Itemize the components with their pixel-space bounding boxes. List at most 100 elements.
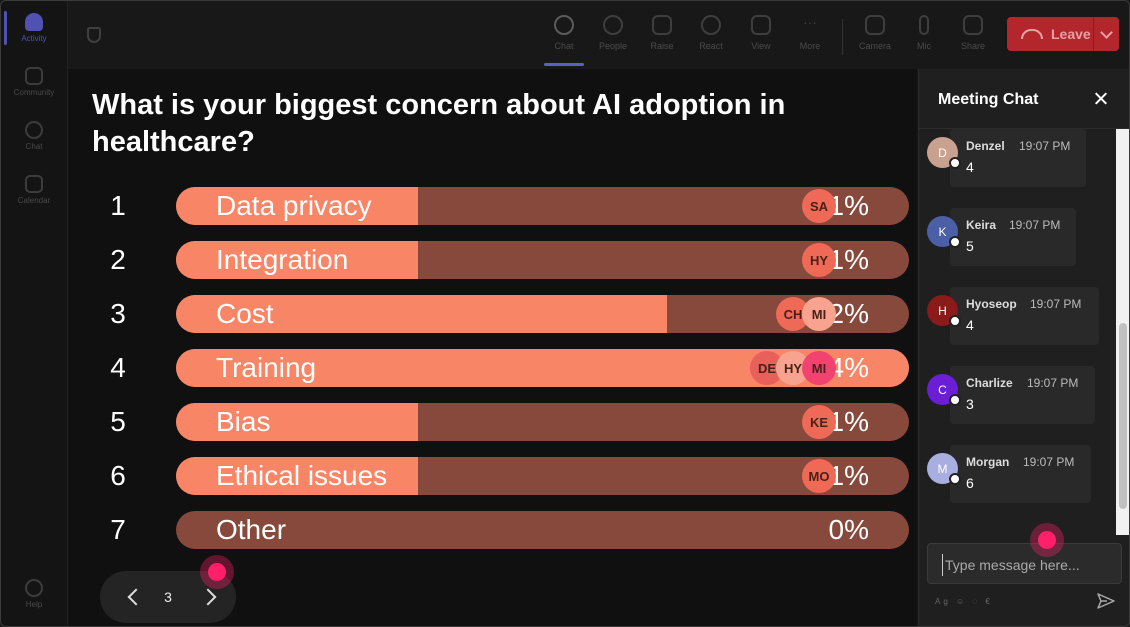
leave-button[interactable]: Leave — [1007, 17, 1119, 51]
option-label: Other — [216, 514, 287, 545]
option-number: 5 — [110, 406, 126, 437]
option-label: Bias — [216, 406, 271, 437]
close-icon[interactable] — [1091, 89, 1111, 109]
toolbar-separator — [842, 19, 843, 55]
option-bar-fill — [176, 241, 418, 279]
option-bar: Other 0% — [176, 511, 909, 549]
message-bubble: Hyoseop 19:07 PM 4 — [950, 287, 1099, 345]
previous-page-button[interactable] — [122, 585, 146, 609]
presence-status-icon — [949, 473, 961, 485]
leave-label: Leave — [1051, 26, 1091, 42]
option-bar-fill — [176, 187, 418, 225]
avatar-initial: D — [938, 145, 947, 160]
leave-options-button[interactable] — [1093, 17, 1113, 51]
send-icon[interactable] — [1097, 593, 1115, 609]
chat-divider — [919, 128, 1129, 129]
chat-scrollbar-thumb[interactable] — [1119, 323, 1127, 509]
avatar: H — [927, 295, 961, 327]
rail-item-activity[interactable]: Activity — [1, 5, 67, 51]
avatar: K — [927, 216, 961, 248]
avatar: C — [927, 374, 961, 406]
voter-avatar: MI — [802, 297, 836, 331]
message-time: 19:07 PM — [1019, 139, 1071, 153]
toolbar-label: Chat — [554, 41, 574, 51]
option-label: Data privacy — [216, 190, 372, 221]
option-bar-fill — [176, 403, 418, 441]
toolbar-chat-button[interactable]: Chat — [542, 11, 586, 61]
toolbar-react-button[interactable]: React — [689, 11, 733, 61]
message-time: 19:07 PM — [1023, 455, 1075, 469]
toolbar-raise-button[interactable]: Raise — [640, 11, 684, 61]
chevron-right-icon — [199, 588, 217, 606]
meeting-toolbar: Chat People Raise React View ··· More Ca… — [68, 1, 1129, 69]
message-composer — [927, 543, 1122, 584]
format-tools[interactable]: Ag ☺ ◌ € — [935, 597, 993, 606]
toolbar-share-button[interactable]: Share — [951, 11, 995, 61]
option-label: Cost — [216, 298, 274, 329]
rail-label: Calendar — [17, 196, 51, 205]
presence-status-icon — [949, 236, 961, 248]
rail-label: Chat — [25, 142, 43, 151]
shield-icon — [87, 27, 101, 43]
poll-option[interactable]: 7 Other 0% — [68, 511, 917, 549]
option-percent: 0% — [828, 514, 869, 545]
avatar-initial: M — [937, 461, 948, 476]
toolbar-mic-button[interactable]: Mic — [902, 11, 946, 61]
toolbar-label: Camera — [858, 41, 891, 51]
message-bubble: Charlize 19:07 PM 3 — [950, 366, 1095, 424]
sender-name: Morgan — [966, 455, 1010, 469]
avatar-initial: C — [938, 382, 947, 397]
poll-option[interactable]: 5 Bias 11% KE — [68, 403, 917, 441]
poll-option[interactable]: 1 Data privacy 11% SA — [68, 187, 917, 225]
poll-option[interactable]: 2 Integration 11% HY — [68, 241, 917, 279]
voter-avatar: DE — [750, 351, 784, 385]
option-bar: Ethical issues 11% MO — [176, 457, 909, 495]
toolbar-view-button[interactable]: View — [739, 11, 783, 61]
chevron-down-icon — [1100, 25, 1113, 39]
toolbar-label: View — [751, 41, 771, 51]
poll-question: What is your biggest concern about AI ad… — [92, 89, 786, 158]
option-bar: Training 34% DE HY MI — [176, 349, 909, 387]
message-text: 6 — [966, 475, 974, 491]
avatar-initial: K — [938, 224, 947, 239]
poll-option[interactable]: 6 Ethical issues 11% MO — [68, 457, 917, 495]
message-time: 19:07 PM — [1009, 218, 1061, 232]
toolbar-more-button[interactable]: ··· More — [788, 11, 832, 61]
voter-avatar: HY — [802, 243, 836, 277]
message-bubble: Morgan 19:07 PM 6 — [950, 445, 1091, 503]
poll-option[interactable]: 4 Training 34% DE HY MI — [68, 349, 917, 387]
message-bubble: Denzel 19:07 PM 4 — [950, 129, 1086, 187]
avatar: D — [927, 137, 961, 169]
option-number: 3 — [110, 298, 126, 329]
phone-hangup-icon — [1021, 29, 1043, 39]
option-number: 6 — [110, 460, 126, 491]
sender-name: Denzel — [966, 139, 1005, 153]
option-number: 7 — [110, 514, 126, 545]
toolbar-label: People — [598, 41, 628, 51]
option-label: Integration — [216, 244, 349, 275]
rail-item-calendar[interactable]: Calendar — [1, 167, 67, 213]
option-bar: Data privacy 11% SA — [176, 187, 909, 225]
message-bubble: Keira 19:07 PM 5 — [950, 208, 1076, 266]
message-input[interactable] — [942, 554, 1117, 576]
option-number: 2 — [110, 244, 126, 275]
rail-item-chat[interactable]: Chat — [1, 113, 67, 159]
message-time: 19:07 PM — [1027, 376, 1079, 390]
rail-item-help[interactable]: Help — [1, 571, 67, 617]
bell-icon — [25, 13, 43, 31]
share-icon — [963, 15, 983, 35]
toolbar-camera-button[interactable]: Camera — [853, 11, 897, 61]
next-page-button[interactable] — [198, 585, 222, 609]
voter-avatar: SA — [802, 189, 836, 223]
calendar-icon — [25, 175, 43, 193]
presence-status-icon — [949, 315, 961, 327]
poll-option[interactable]: 3 Cost 22% CH MI — [68, 295, 917, 333]
community-icon — [25, 67, 43, 85]
rail-item-community[interactable]: Community — [1, 59, 67, 105]
option-label: Ethical issues — [216, 460, 388, 491]
option-number: 1 — [110, 190, 126, 221]
toolbar-people-button[interactable]: People — [591, 11, 635, 61]
presence-status-icon — [949, 157, 961, 169]
option-bar: Bias 11% KE — [176, 403, 909, 441]
